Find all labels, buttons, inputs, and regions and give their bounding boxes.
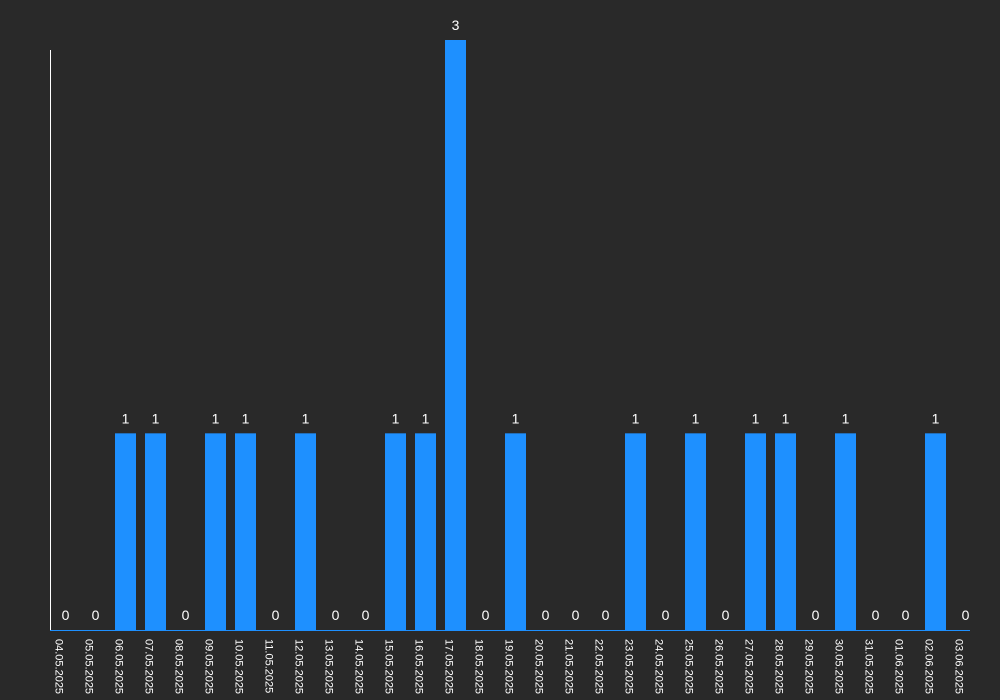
bar-02.06.2025: [925, 433, 946, 630]
x-tick-label-19.05.2025: 19.05.2025: [503, 639, 515, 694]
bar-15.05.2025: [385, 433, 406, 630]
x-tick-label-23.05.2025: 23.05.2025: [623, 639, 635, 694]
x-tick-label-06.05.2025: 06.05.2025: [113, 639, 125, 694]
value-label-09.05.2025: 1: [212, 410, 220, 426]
value-label-27.05.2025: 1: [752, 410, 760, 426]
bar-06.05.2025: [115, 433, 136, 630]
bar-28.05.2025: [775, 433, 796, 630]
value-label-06.05.2025: 1: [122, 410, 130, 426]
x-tick-label-16.05.2025: 16.05.2025: [413, 639, 425, 694]
bars-group: [115, 40, 946, 630]
x-tick-label-05.05.2025: 05.05.2025: [83, 639, 95, 694]
x-tick-label-01.06.2025: 01.06.2025: [893, 639, 905, 694]
x-tick-labels-group: 04.05.2025 05.05.2025 06.05.2025 07.05.2025…: [53, 639, 965, 694]
value-label-07.05.2025: 1: [152, 410, 160, 426]
x-tick-label-04.05.2025: 04.05.2025: [53, 639, 65, 694]
x-tick-label-15.05.2025: 15.05.2025: [383, 639, 395, 694]
value-label-17.05.2025: 3: [452, 17, 460, 33]
value-label-13.05.2025: 0: [332, 607, 340, 623]
x-tick-label-25.05.2025: 25.05.2025: [683, 639, 695, 694]
x-tick-label-12.05.2025: 12.05.2025: [293, 639, 305, 694]
value-label-11.05.2025: 0: [272, 607, 280, 623]
x-tick-label-17.05.2025: 17.05.2025: [443, 639, 455, 694]
x-tick-label-14.05.2025: 14.05.2025: [353, 639, 365, 694]
value-label-05.05.2025: 0: [92, 607, 100, 623]
x-tick-label-20.05.2025: 20.05.2025: [533, 639, 545, 694]
bar-25.05.2025: [685, 433, 706, 630]
value-label-08.05.2025: 0: [182, 607, 190, 623]
value-label-10.05.2025: 1: [242, 410, 250, 426]
bar-19.05.2025: [505, 433, 526, 630]
x-tick-label-13.05.2025: 13.05.2025: [323, 639, 335, 694]
value-label-14.05.2025: 0: [362, 607, 370, 623]
value-label-02.06.2025: 1: [932, 410, 940, 426]
value-label-29.05.2025: 0: [812, 607, 820, 623]
bar-12.05.2025: [295, 433, 316, 630]
x-tick-label-11.05.2025: 11.05.2025: [263, 639, 275, 693]
value-label-31.05.2025: 0: [872, 607, 880, 623]
value-label-28.05.2025: 1: [782, 410, 790, 426]
x-tick-label-27.05.2025: 27.05.2025: [743, 639, 755, 694]
bar-17.05.2025: [445, 40, 466, 630]
value-label-12.05.2025: 1: [302, 410, 310, 426]
x-tick-label-28.05.2025: 28.05.2025: [773, 639, 785, 694]
x-tick-label-02.06.2025: 02.06.2025: [923, 639, 935, 694]
x-tick-label-18.05.2025: 18.05.2025: [473, 639, 485, 694]
x-tick-label-31.05.2025: 31.05.2025: [863, 639, 875, 694]
bar-27.05.2025: [745, 433, 766, 630]
bar-30.05.2025: [835, 433, 856, 630]
bar-09.05.2025: [205, 433, 226, 630]
x-tick-label-26.05.2025: 26.05.2025: [713, 639, 725, 694]
value-label-20.05.2025: 0: [542, 607, 550, 623]
x-tick-label-07.05.2025: 07.05.2025: [143, 639, 155, 694]
value-label-26.05.2025: 0: [722, 607, 730, 623]
value-label-30.05.2025: 1: [842, 410, 850, 426]
x-tick-label-10.05.2025: 10.05.2025: [233, 639, 245, 694]
value-label-15.05.2025: 1: [392, 410, 400, 426]
value-label-22.05.2025: 0: [602, 607, 610, 623]
x-tick-label-21.05.2025: 21.05.2025: [563, 639, 575, 694]
value-label-25.05.2025: 1: [692, 410, 700, 426]
value-label-24.05.2025: 0: [662, 607, 670, 623]
value-label-18.05.2025: 0: [482, 607, 490, 623]
value-labels-group: 0 0 1 1 0 1 1 0 1 0 0 1 1 3 0 1 0 0 0 1 0 1 0 1 1 0 1 0 0 1 0: [62, 17, 970, 623]
value-label-01.06.2025: 0: [902, 607, 910, 623]
bar-07.05.2025: [145, 433, 166, 630]
value-label-19.05.2025: 1: [512, 410, 520, 426]
value-label-04.05.2025: 0: [62, 607, 70, 623]
x-tick-label-30.05.2025: 30.05.2025: [833, 639, 845, 694]
x-tick-label-08.05.2025: 08.05.2025: [173, 639, 185, 694]
x-tick-label-29.05.2025: 29.05.2025: [803, 639, 815, 694]
bar-10.05.2025: [235, 433, 256, 630]
x-tick-label-03.06.2025: 03.06.2025: [953, 639, 965, 694]
bar-23.05.2025: [625, 433, 646, 630]
x-tick-label-24.05.2025: 24.05.2025: [653, 639, 665, 694]
bar-16.05.2025: [415, 433, 436, 630]
value-label-16.05.2025: 1: [422, 410, 430, 426]
x-tick-label-09.05.2025: 09.05.2025: [203, 639, 215, 694]
value-label-03.06.2025: 0: [962, 607, 970, 623]
value-label-23.05.2025: 1: [632, 410, 640, 426]
value-label-21.05.2025: 0: [572, 607, 580, 623]
x-tick-label-22.05.2025: 22.05.2025: [593, 639, 605, 694]
